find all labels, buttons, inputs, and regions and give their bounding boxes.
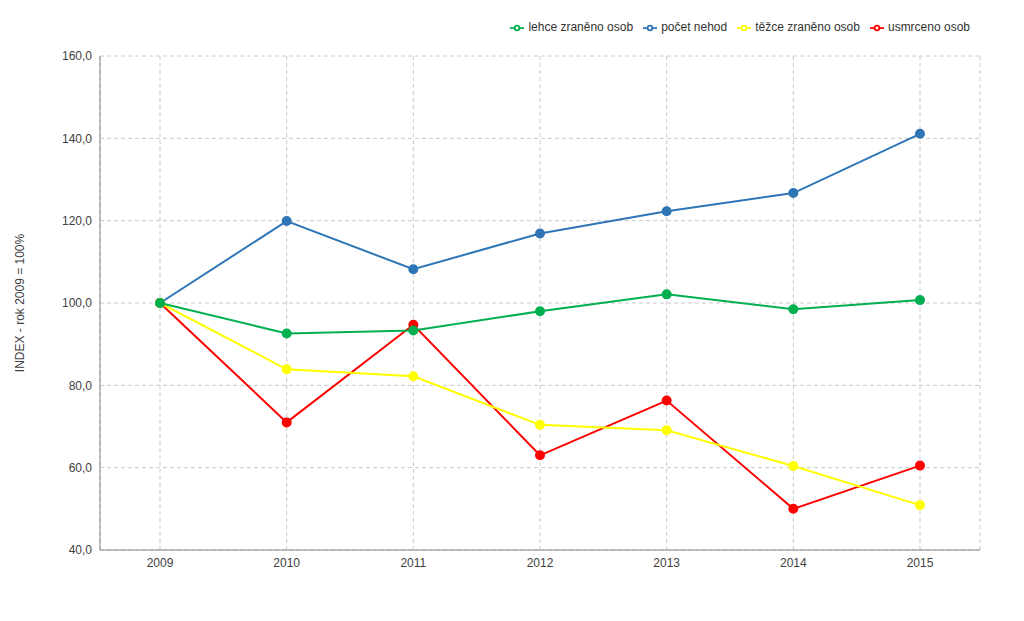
html-text:usmrceno osob: usmrceno osob xyxy=(888,20,970,34)
svg-text:INDEX - rok 2009 = 100%: INDEX - rok 2009 = 100% xyxy=(13,233,27,372)
svg-text:2010: 2010 xyxy=(273,556,300,570)
svg-text:2009: 2009 xyxy=(147,556,174,570)
svg-text:80,0: 80,0 xyxy=(69,379,93,393)
svg-text:2015: 2015 xyxy=(907,556,934,570)
svg-text:2014: 2014 xyxy=(780,556,807,570)
svg-text:140,0: 140,0 xyxy=(62,132,92,146)
svg-text:2012: 2012 xyxy=(527,556,554,570)
svg-text:40,0: 40,0 xyxy=(69,543,93,557)
svg-text:60,0: 60,0 xyxy=(69,461,93,475)
svg-text:160,0: 160,0 xyxy=(62,49,92,63)
svg-text:2011: 2011 xyxy=(400,556,426,570)
svg-text:2013: 2013 xyxy=(653,556,680,570)
html-text:těžce zraněno osob: těžce zraněno osob xyxy=(755,20,860,34)
html-text:počet nehod: počet nehod xyxy=(661,20,728,34)
html-text:lehce zraněno osob: lehce zraněno osob xyxy=(528,20,634,34)
svg-text:120,0: 120,0 xyxy=(62,214,92,228)
svg-text:100,0: 100,0 xyxy=(62,296,92,310)
